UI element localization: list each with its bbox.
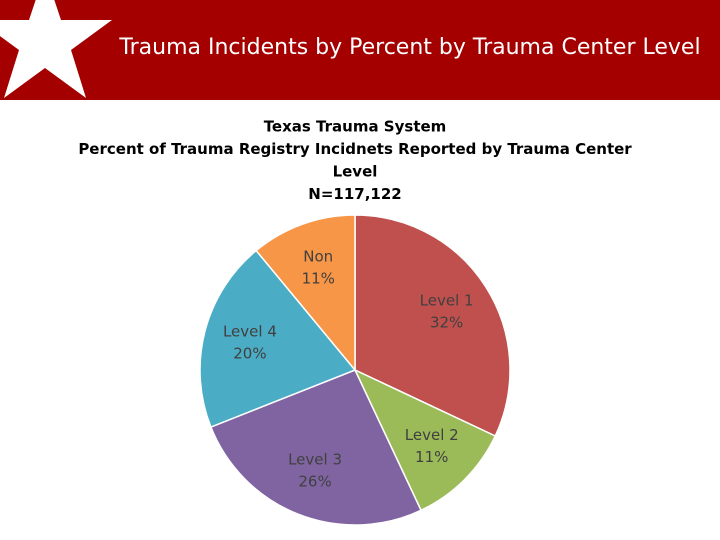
- star-logo: [0, 0, 112, 98]
- slice-category-label: Level 4: [223, 323, 277, 341]
- pie-chart: Texas Trauma System Percent of Trauma Reg…: [78, 118, 632, 526]
- slice-value-label: 11%: [302, 269, 335, 287]
- chart-title: Percent of Trauma Registry Incidnets Rep…: [78, 140, 632, 158]
- slice-category-label: Level 2: [405, 426, 459, 444]
- pie-slice: [354, 214, 511, 437]
- chart-title: N=117,122: [308, 185, 401, 203]
- slice-category-label: Non: [303, 247, 333, 265]
- slice-category-label: Level 1: [420, 291, 474, 309]
- chart-title: Level: [333, 163, 378, 181]
- slice-value-label: 20%: [233, 345, 266, 363]
- slice-value-label: 26%: [298, 472, 331, 490]
- pie-slice: [353, 368, 497, 512]
- pie-slice: [255, 214, 356, 373]
- slice-category-label: Level 3: [288, 450, 342, 468]
- header-bar: [0, 0, 720, 100]
- chart-title: Texas Trauma System: [264, 118, 447, 136]
- slide-title: Trauma Incidents by Percent by Trauma Ce…: [118, 35, 700, 60]
- pie-slice: [209, 369, 422, 526]
- slice-value-label: 11%: [415, 448, 448, 466]
- slice-value-label: 32%: [430, 313, 463, 331]
- pie-slice: [199, 249, 357, 429]
